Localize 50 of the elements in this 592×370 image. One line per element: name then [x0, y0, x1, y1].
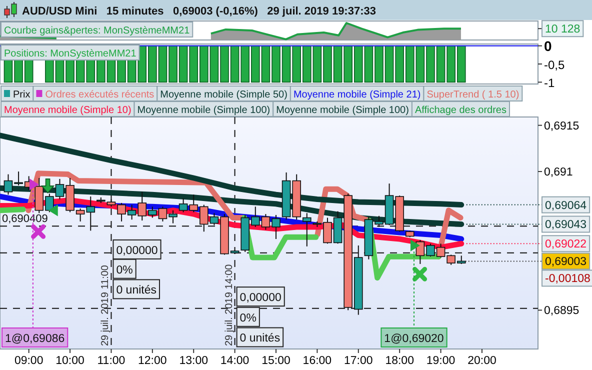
x-tick-label: 09:00	[14, 355, 44, 367]
y-tick-label: 0,6895	[544, 305, 580, 318]
text: Moyenne mobile (Simple 100)	[137, 105, 270, 116]
text: SuperTrend ( 1.5 10)	[426, 90, 520, 100]
series-label: Positions: MonSystèmeMM21	[4, 48, 137, 60]
annotation: 0%	[116, 264, 133, 276]
annotation: 0,00000	[116, 244, 158, 257]
point	[412, 266, 428, 282]
text: Moyenne mobile (Simple 100)	[276, 105, 409, 116]
y-tick-label: -1	[544, 76, 555, 90]
annotation: 0,69022	[545, 238, 587, 251]
text: 10 128	[545, 24, 580, 36]
x-tick-label: 14:00	[220, 355, 250, 367]
y-tick-label: -0,5	[544, 58, 566, 72]
text: Moyenne mobile (Simple 50)	[160, 90, 288, 100]
annotation: 1@0,69086	[5, 333, 65, 345]
annotation: 0,69064	[545, 200, 588, 212]
text: Moyenne mobile (Simple 10)	[4, 105, 132, 116]
candlestick	[302, 212, 312, 247]
ref-line-label: 29 juil. 2019 14:00	[224, 264, 235, 346]
x-tick-label: 17:00	[344, 355, 373, 367]
annotation: 0%	[240, 312, 256, 324]
annotation: 0 unités	[240, 332, 280, 345]
x-tick-label: 13:00	[179, 355, 208, 367]
ref-line-label: 0,690409	[2, 213, 48, 226]
text: Moyenne mobile (Simple 21)	[293, 90, 421, 100]
x-tick-label: 11:00	[97, 355, 126, 367]
text: -0,00108	[545, 273, 590, 286]
annotation: 0,00000	[240, 292, 282, 304]
text: Affichage des ordres	[414, 105, 507, 116]
x-tick-label: 19:00	[426, 355, 456, 367]
y-tick-label: 0,6915	[544, 120, 580, 132]
legend-label: Prix	[13, 90, 30, 100]
y-tick-label: 0	[544, 38, 552, 54]
annotation: 0 unités	[116, 284, 157, 297]
series-label: Courbe gains&pertes: MonSystèmeMM21	[4, 26, 190, 36]
point	[48, 204, 58, 216]
annotation: 1@0,69020	[384, 333, 444, 345]
annotation: 0,69043	[545, 219, 587, 232]
x-tick-label: 18:00	[385, 355, 414, 367]
x-tick-label: 15:00	[262, 355, 290, 367]
x-tick-label: 12:00	[138, 355, 167, 367]
annotation: 0,69003	[545, 256, 587, 268]
x-tick-label: 10:00	[56, 355, 84, 367]
y-tick-label: 0,691	[544, 166, 573, 179]
legend-label: Ordres exécutés récents	[45, 90, 154, 100]
ref-line-label: 29 juil. 2019 11:00	[100, 264, 112, 346]
x-tick-label: 16:00	[302, 355, 332, 367]
chart-title: AUD/USD Mini 15 minutes 0,69003 (-0,16%) 29 juil. 2019 19:37:33	[22, 6, 376, 18]
x-tick-label: 20:00	[468, 355, 496, 367]
